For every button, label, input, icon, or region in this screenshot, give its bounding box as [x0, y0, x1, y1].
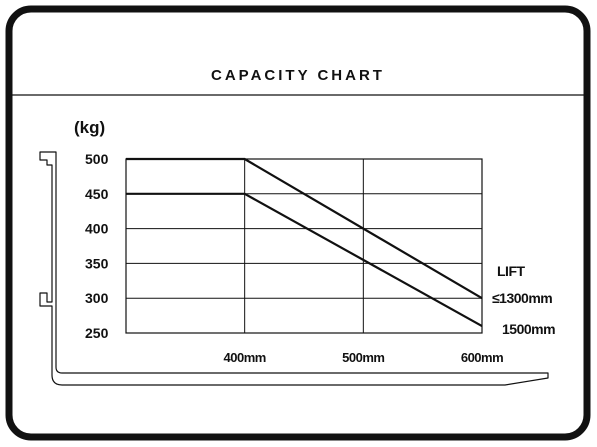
plot-frame [125, 158, 483, 334]
y-tick-label: 300 [85, 290, 109, 306]
y-tick-label: 500 [85, 151, 109, 167]
x-tick-label: 400mm [224, 350, 266, 365]
x-tick-labels: 400mm 500mm 600mm [224, 350, 504, 365]
series-line-0 [126, 157, 483, 300]
y-tick-labels: 500 450 400 350 300 250 [85, 151, 109, 341]
series-line-1 [126, 192, 483, 328]
x-tick-label: 500mm [342, 350, 384, 365]
y-axis-unit-label: (kg) [74, 118, 105, 137]
x-tick-label: 600mm [461, 350, 503, 365]
y-tick-label: 350 [85, 255, 109, 271]
legend-heading: LIFT [497, 263, 525, 279]
y-tick-label: 450 [85, 186, 109, 202]
y-tick-label: 250 [85, 325, 109, 341]
chart-series [126, 157, 483, 328]
fork-outline-icon [39, 151, 549, 386]
chart-title: CAPACITY CHART [211, 67, 385, 84]
legend-entry-1500: 1500mm [502, 321, 555, 337]
y-tick-label: 400 [85, 221, 109, 237]
legend-entry-1300: ≤1300mm [492, 290, 552, 306]
